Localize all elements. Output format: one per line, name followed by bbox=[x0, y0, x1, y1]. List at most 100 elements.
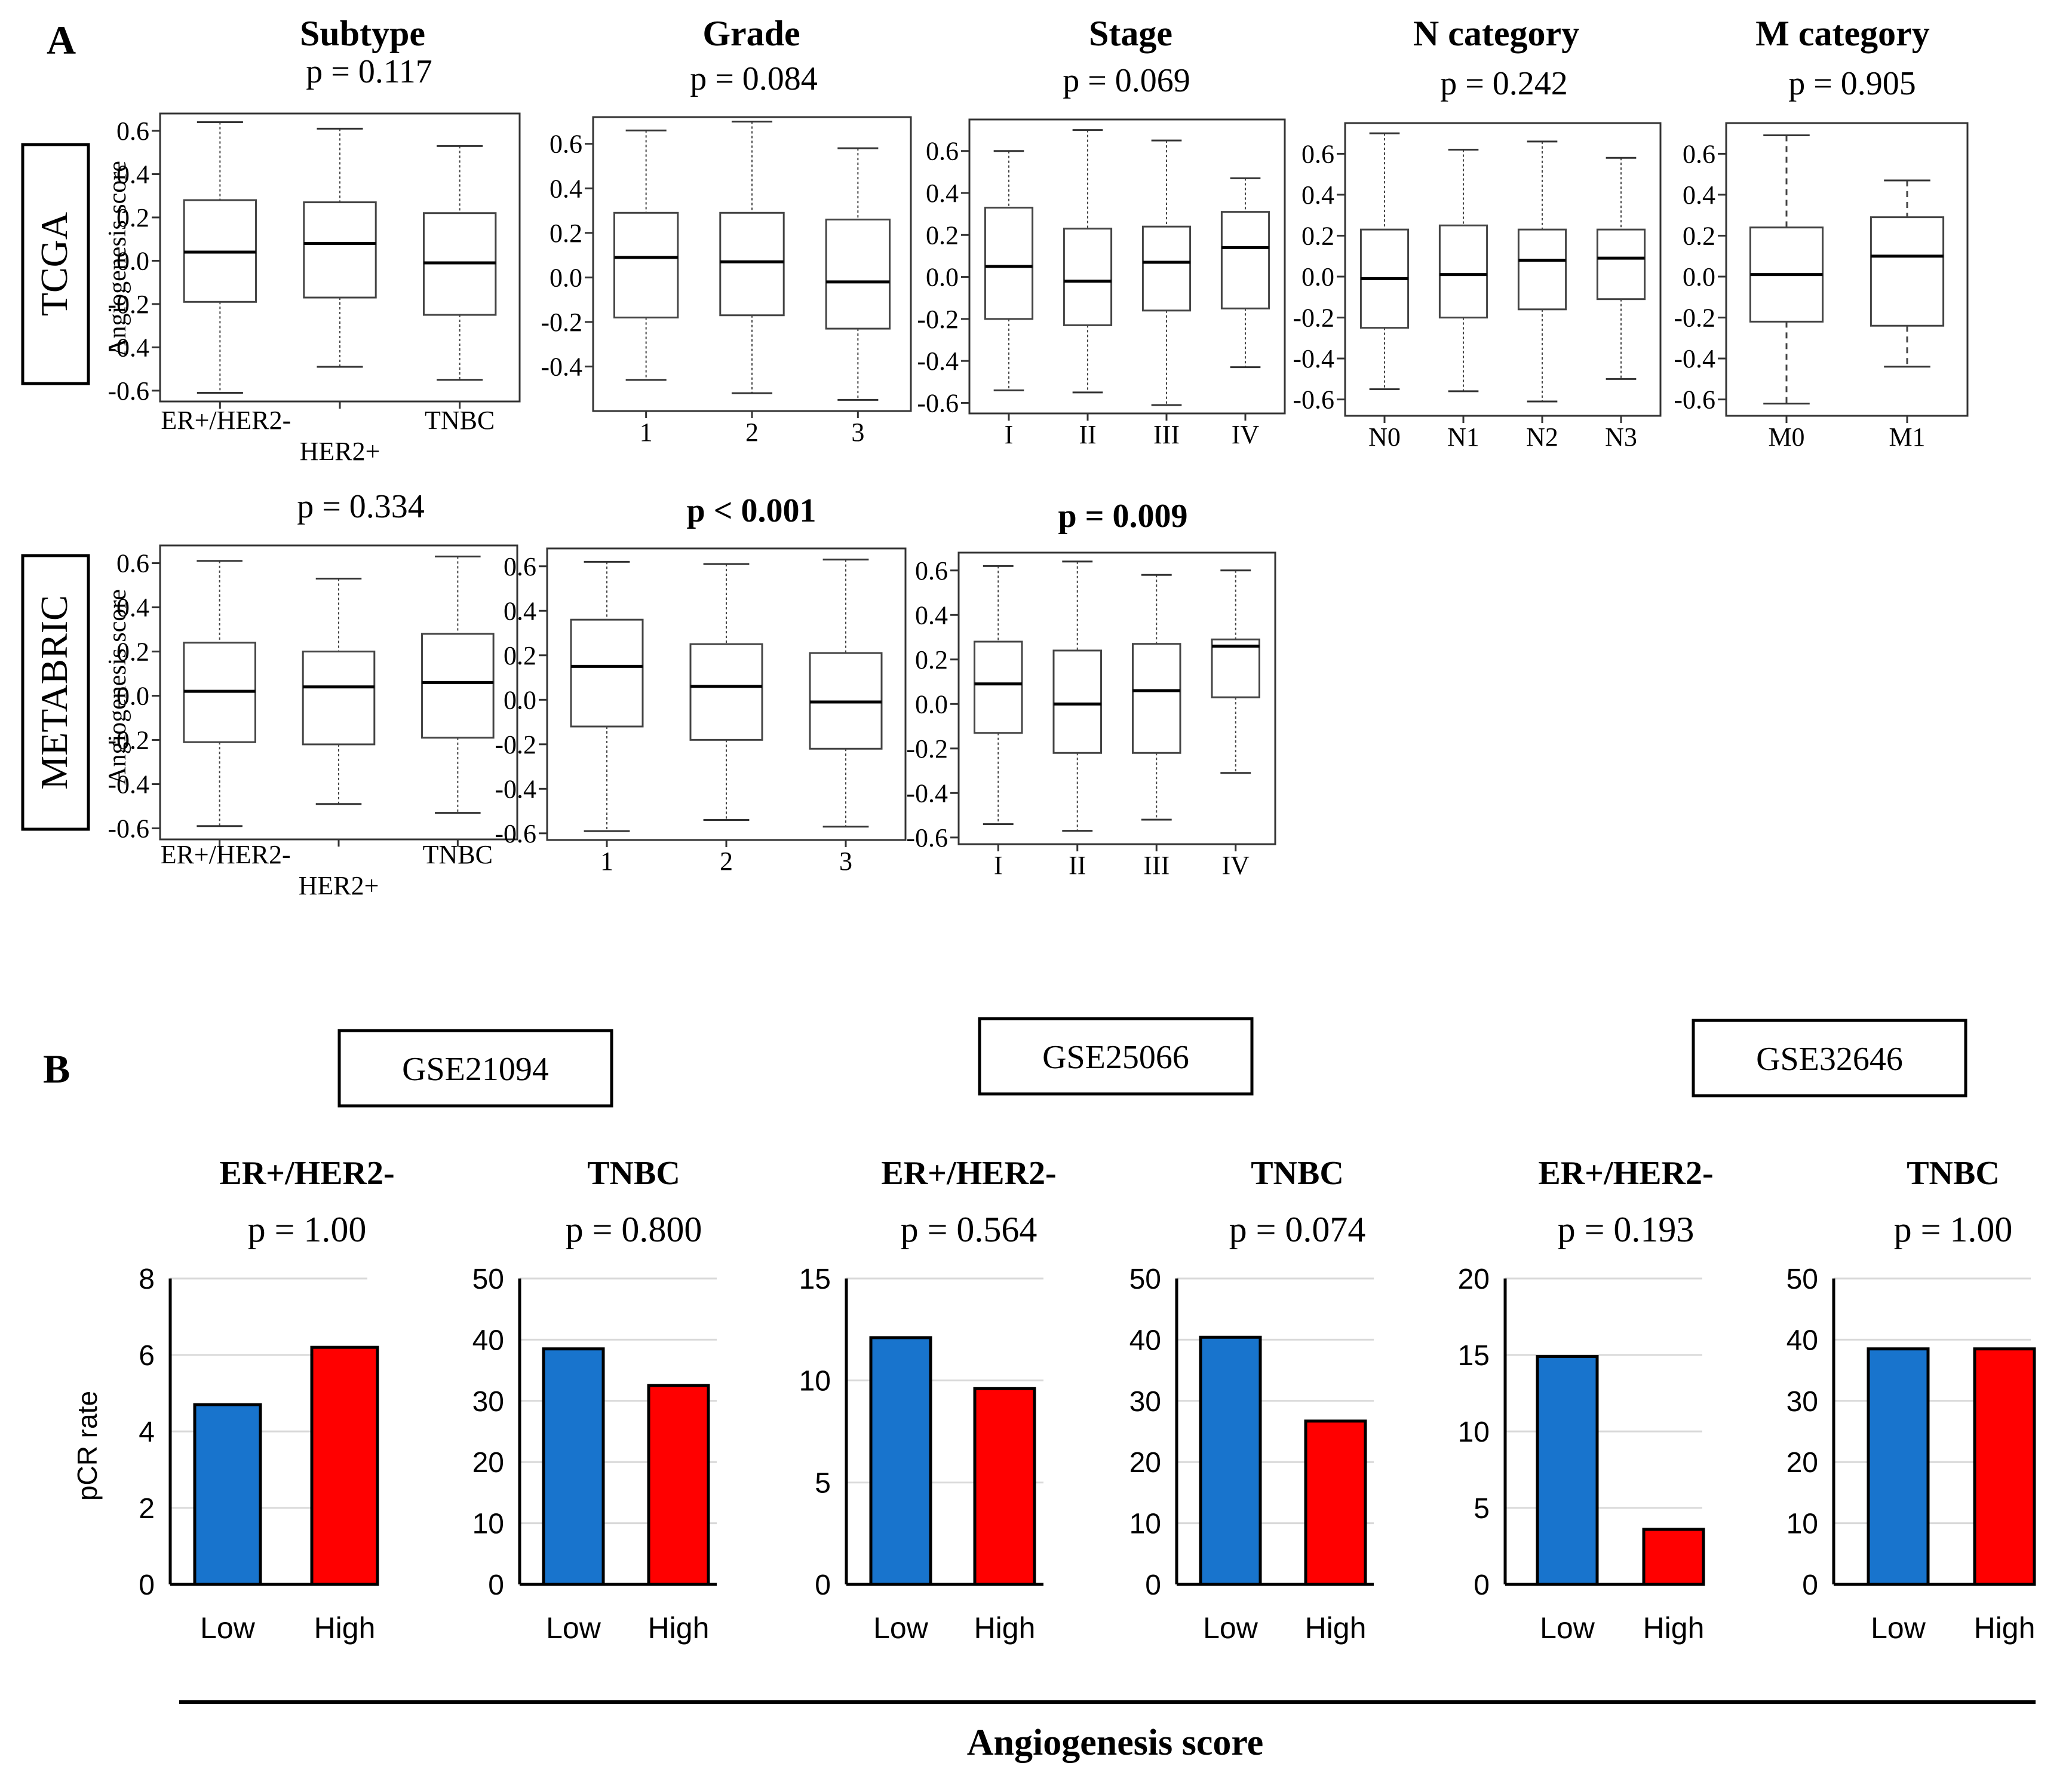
y-tick-label: -0.4 bbox=[1674, 344, 1715, 373]
box-n3 bbox=[1596, 157, 1646, 380]
iqr-box bbox=[1517, 228, 1567, 311]
panel-label-a: A bbox=[47, 17, 76, 63]
box-ii bbox=[1052, 560, 1102, 832]
x-tick-label: TNBC bbox=[423, 840, 493, 869]
iqr-box bbox=[421, 633, 495, 739]
y-tick-label: -0.2 bbox=[1293, 303, 1334, 333]
iqr-box bbox=[613, 211, 679, 318]
x-tick-label: II bbox=[1079, 420, 1096, 449]
y-tick-label: 40 bbox=[472, 1325, 504, 1356]
y-tick-label: 8 bbox=[139, 1264, 155, 1295]
y-tick-label: -0.4 bbox=[917, 347, 959, 376]
p-value-label: p = 0.074 bbox=[1229, 1210, 1366, 1249]
column-title-m-category: M category bbox=[1755, 14, 1930, 53]
dataset-label-gse21094: GSE21094 bbox=[402, 1051, 549, 1088]
bar-high bbox=[1642, 1528, 1705, 1586]
iqr-box bbox=[1870, 216, 1945, 327]
bar-chart-title: TNBC bbox=[1251, 1155, 1344, 1192]
y-tick-label: 20 bbox=[1786, 1447, 1818, 1479]
y-tick-label: 0.4 bbox=[915, 600, 948, 630]
box-tnbc bbox=[422, 145, 497, 381]
p-value-label: p < 0.001 bbox=[686, 492, 816, 529]
iqr-box bbox=[570, 618, 644, 728]
box-n2 bbox=[1517, 140, 1567, 403]
y-tick-label: 0.4 bbox=[550, 174, 582, 203]
y-tick-label: 20 bbox=[1458, 1264, 1490, 1295]
bar-chart-title: ER+/HER2- bbox=[1538, 1155, 1713, 1192]
iqr-box bbox=[825, 218, 891, 330]
y-tick-label: 15 bbox=[799, 1264, 831, 1295]
x-tick-label: 2 bbox=[720, 847, 733, 876]
y-tick-label: 0 bbox=[139, 1569, 155, 1601]
bar-chart-title: ER+/HER2- bbox=[219, 1155, 394, 1192]
x-tick-label: M0 bbox=[1768, 422, 1804, 452]
y-tick-label: 0.0 bbox=[116, 682, 149, 711]
bar-y-axis-label: pCR rate bbox=[72, 1391, 103, 1501]
y-tick-label: 0.0 bbox=[504, 685, 536, 715]
box-1 bbox=[613, 129, 679, 381]
p-value-label: p = 0.242 bbox=[1440, 65, 1568, 102]
dataset-box-gse32646: GSE32646 bbox=[1692, 1019, 1967, 1097]
boxplot-metabric-subtype: p = 0.334 0.6 0.4 0.2 0.0 -0.2 -0.4 -0.6 ER+/HER… bbox=[108, 488, 518, 900]
box-3 bbox=[825, 147, 891, 401]
charts-layer: p = 0.117 0.6 0.4 0.2 0.0 -0.2 -0.4 -0.6 ER+/HER… bbox=[108, 53, 2036, 1645]
iqr-box bbox=[1132, 643, 1181, 754]
x-tick-label: 3 bbox=[851, 418, 864, 447]
y-tick-label: 50 bbox=[472, 1264, 504, 1295]
y-tick-label: 4 bbox=[139, 1417, 155, 1448]
y-tick-label: 0.4 bbox=[1683, 180, 1715, 210]
p-value-label: p = 0.800 bbox=[566, 1210, 702, 1249]
barchart-gse21094-tnbc: TNBC p = 0.800 50 40 30 20 10 0 Low High bbox=[472, 1155, 717, 1645]
dataset-label-gse25066: GSE25066 bbox=[1042, 1039, 1189, 1076]
boxplot-tcga-grade: p = 0.084 0.6 0.4 0.2 0.0 -0.2 -0.4 1 2 3 bbox=[541, 60, 912, 447]
bar-chart-title: TNBC bbox=[587, 1155, 680, 1192]
iqr-box bbox=[1211, 638, 1260, 698]
box-ii bbox=[1063, 129, 1113, 394]
x-tick-label: N2 bbox=[1526, 422, 1558, 452]
y-tick-label: 15 bbox=[1458, 1340, 1490, 1372]
x-tick-label: High bbox=[1305, 1611, 1367, 1645]
dataset-box-gse21094: GSE21094 bbox=[337, 1029, 613, 1108]
boxplot-tcga-n: p = 0.242 0.6 0.4 0.2 0.0 -0.2 -0.4 -0.6 N0 N1 N2 N… bbox=[1293, 65, 1662, 452]
barchart-gse32646-tnbc: TNBC p = 1.00 50 40 30 20 10 0 Low High bbox=[1786, 1155, 2036, 1645]
y-tick-label: 10 bbox=[799, 1366, 831, 1397]
box-i bbox=[974, 565, 1023, 825]
iqr-box bbox=[303, 201, 377, 299]
y-tick-label: 0 bbox=[1474, 1569, 1490, 1601]
plot-frame bbox=[957, 551, 1276, 845]
x-tick-label: 3 bbox=[839, 847, 852, 876]
x-tick-label: IV bbox=[1222, 851, 1250, 880]
x-tick-label: 1 bbox=[600, 847, 613, 876]
y-tick-label: -0.6 bbox=[1293, 385, 1334, 415]
y-tick-label: -0.2 bbox=[108, 290, 149, 319]
p-value-label: p = 0.009 bbox=[1058, 498, 1187, 535]
x-tick-label: Low bbox=[873, 1611, 929, 1645]
x-tick-label: I bbox=[994, 851, 1003, 880]
x-tick-label: TNBC bbox=[425, 406, 495, 435]
barchart-gse32646-erher2: ER+/HER2- p = 0.193 20 15 10 5 0 Low High bbox=[1458, 1155, 1714, 1645]
bar-high bbox=[647, 1384, 710, 1586]
boxplot-metabric-grade: p < 0.001 0.6 0.4 0.2 0.0 -0.2 -0.4 -0.6 1 2 3 bbox=[495, 492, 907, 876]
y-tick-label: 0.6 bbox=[915, 556, 948, 585]
bar-low bbox=[542, 1347, 605, 1586]
y-tick-label: 10 bbox=[472, 1509, 504, 1540]
y-tick-label: -0.4 bbox=[1293, 344, 1334, 373]
y-tick-label: 0.0 bbox=[915, 689, 948, 719]
y-tick-label: -0.2 bbox=[495, 730, 536, 759]
x-tick-label: N0 bbox=[1368, 422, 1401, 452]
y-tick-label: 0.4 bbox=[1301, 180, 1334, 210]
barchart-gse21094-erher2: ER+/HER2- p = 1.00 8 6 4 2 0 Low High bbox=[139, 1155, 394, 1645]
iqr-box bbox=[984, 207, 1034, 320]
x-tick-label: 2 bbox=[745, 418, 759, 447]
p-value-label: p = 0.193 bbox=[1558, 1210, 1695, 1249]
barchart-gse25066-erher2: ER+/HER2- p = 0.564 15 10 5 0 Low High bbox=[799, 1155, 1057, 1645]
bar-high bbox=[1973, 1347, 2036, 1586]
row-label-metabric: METABRIC bbox=[33, 595, 75, 790]
y-tick-label: 30 bbox=[1129, 1386, 1161, 1418]
bar-low bbox=[869, 1336, 932, 1586]
box-2 bbox=[719, 120, 785, 394]
x-tick-label: Low bbox=[1871, 1611, 1926, 1645]
iqr-box bbox=[1438, 224, 1488, 319]
y-tick-label: -0.4 bbox=[906, 778, 948, 808]
